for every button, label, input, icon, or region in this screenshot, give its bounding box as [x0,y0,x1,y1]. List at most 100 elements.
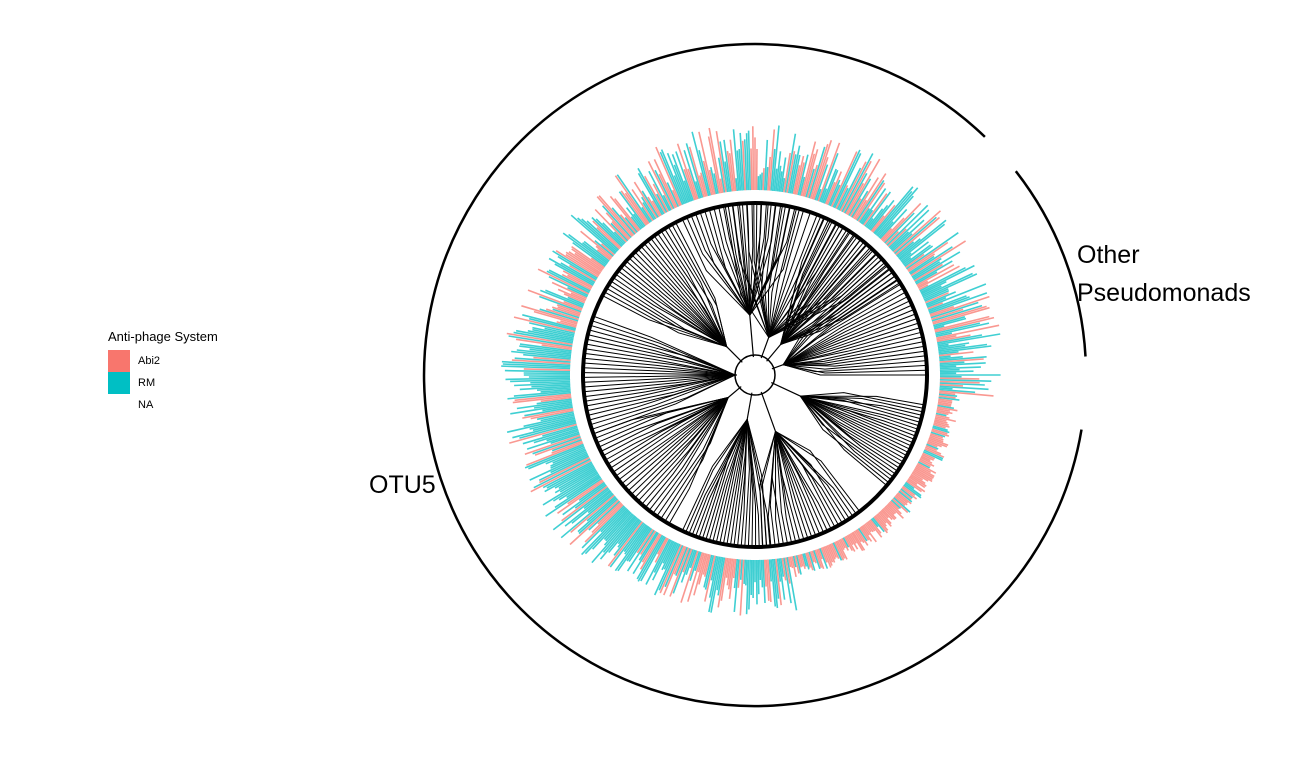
ring-bar [836,187,849,210]
ring-bar [554,476,602,509]
ring-bar [502,363,571,368]
ring-bar [513,316,576,333]
ring-bar [863,524,877,543]
tree-branch [800,395,925,406]
ring-bar [914,466,934,479]
tree-branch [768,209,805,338]
ring-bar [505,377,571,381]
ring-bar [937,333,1001,346]
ring-bar [661,541,677,571]
ring-bar [507,391,571,400]
ring-bar [896,241,915,257]
ring-bar [771,559,779,609]
ring-bar [900,252,912,262]
ring-bar [920,455,931,462]
ring-bar [720,557,729,601]
ring-bar [617,519,641,548]
tree-branch [800,395,904,463]
ring-bar [560,262,596,284]
ring-bar [595,218,624,246]
tree-branch [584,352,736,376]
ring-bar [521,305,578,324]
ring-bar [885,231,899,245]
ring-bar [636,528,654,554]
ring-bar [803,553,810,570]
ring-bar [685,549,696,575]
ring-bar [524,406,573,417]
ring-bar [859,527,870,541]
ring-bar [683,150,701,199]
ring-bar [909,246,953,275]
tree-branch [800,395,924,413]
tree-branch [775,431,809,539]
ring-bar [880,509,889,519]
ring-bar [838,167,862,211]
ring-bar [527,289,582,311]
tree-branch [800,395,911,450]
ring-bar [609,522,645,568]
ring-bar [693,553,707,596]
tree-branch [583,374,736,393]
ring-bar [632,532,659,575]
ring-bar [581,507,628,556]
ring-bar [537,268,590,295]
ring-bar [641,206,653,223]
ring-bar [939,356,987,362]
ring-bar [918,459,931,468]
ring-bar [654,537,669,563]
ring-bar [879,208,908,240]
ring-bar [607,521,644,567]
ring-bar [663,542,678,570]
ring-bar [571,248,603,271]
tree-branch [783,345,925,366]
tree-branch [660,397,729,520]
ring-bar [935,412,947,417]
tree-branch [637,248,728,348]
anti-phage-ring-bars [501,125,1001,616]
ring-bar [680,549,694,583]
ring-bar [511,350,571,359]
ring-bar [927,440,942,448]
ring-bar [935,332,953,338]
ring-bar [886,204,929,246]
ring-bar [501,360,571,367]
tree-branch [584,348,736,376]
ring-bar [513,331,573,344]
ring-bar [614,175,650,224]
tree-branch [783,355,926,367]
tree-branch [643,243,728,347]
ring-bar [561,273,592,291]
ring-bar [567,296,585,305]
tree-branch [775,431,854,517]
ring-bar [939,379,992,382]
tree-branch [605,397,729,461]
ring-bar [582,242,609,264]
tree-branch [775,430,857,515]
tree-branch [780,244,868,345]
ring-bar [874,515,889,531]
ring-bar [540,412,575,422]
tree-branch [583,362,736,376]
tree-branch [732,204,751,316]
ring-bar [514,393,572,402]
ring-bar [689,551,701,581]
ring-bar [939,365,957,368]
ring-bar [905,253,925,269]
ring-bar [907,477,918,485]
tree-branch [675,222,728,347]
ring-bar [592,220,622,249]
ring-bar [816,549,825,570]
ring-bar [917,280,929,288]
ring-bar [583,488,610,510]
ring-bar [770,559,777,607]
ring-bar [710,555,718,581]
ring-bar [866,208,884,229]
tree-branch [780,271,894,345]
ring-bar [557,255,597,281]
tree-branch [591,320,736,376]
ring-bar [552,472,599,502]
ring-bar [933,317,967,328]
ring-bar [882,202,922,243]
ring-bar [728,558,735,599]
ring-bar [703,554,711,577]
